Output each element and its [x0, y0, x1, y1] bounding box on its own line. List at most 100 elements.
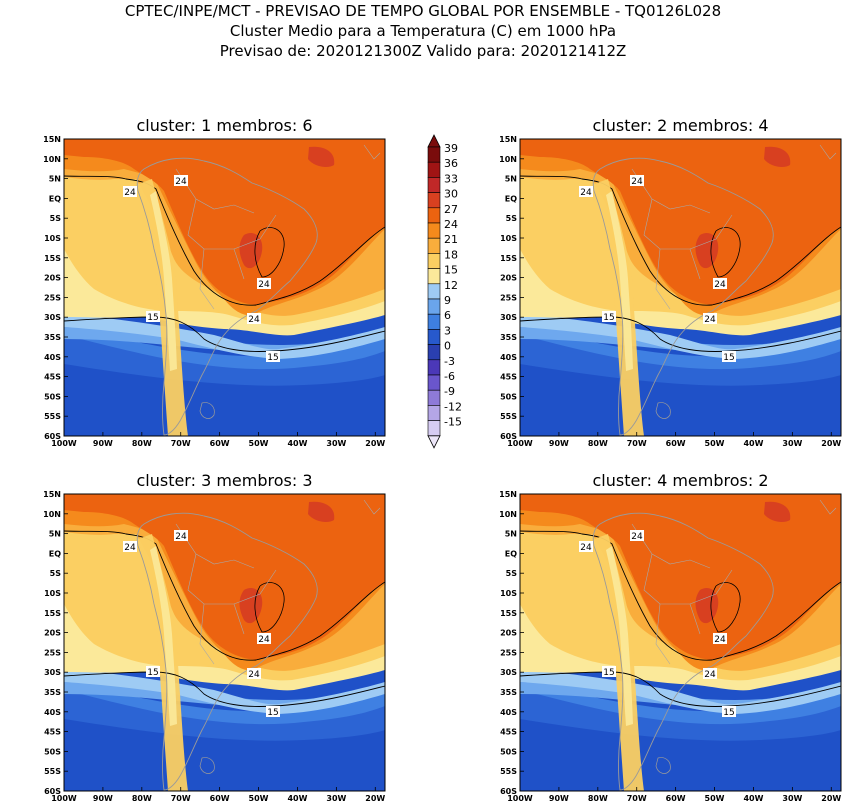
lat-tick-label: 50S [44, 392, 61, 401]
lat-tick-label: 20S [500, 629, 517, 638]
lat-tick-label: 60S [44, 787, 61, 796]
lat-tick-label: 40S [44, 353, 61, 362]
lon-tick-label: 40W [743, 794, 763, 803]
lon-tick-label: 100W [51, 439, 77, 448]
map-panel-4: cluster: 4 membros: 2 24 24 24 24 15 15 15N 10N 5… [499, 471, 841, 803]
lon-tick-label: 90W [549, 794, 569, 803]
lon-tick-label: 20W [365, 794, 385, 803]
lon-tick-label: 50W [249, 794, 269, 803]
lon-tick-label: 30W [326, 794, 346, 803]
svg-text:24: 24 [580, 188, 592, 198]
svg-text:24: 24 [124, 543, 136, 553]
lon-tick-label: 90W [549, 439, 569, 448]
svg-text:24: 24 [175, 532, 187, 542]
lat-tick-label: 35S [44, 333, 61, 342]
temperature-map [520, 139, 841, 436]
lat-tick-label: 30S [500, 668, 517, 677]
contour-label: 24 [713, 633, 727, 645]
lon-tick-label: 60W [666, 794, 686, 803]
svg-text:15: 15 [147, 313, 158, 323]
panel-title: cluster: 2 membros: 4 [592, 116, 768, 135]
svg-text:15: 15 [603, 313, 614, 323]
svg-text:15: 15 [603, 668, 614, 678]
contour-label: 15 [722, 706, 736, 718]
contour-label: 24 [703, 668, 717, 680]
lat-tick-label: EQ [505, 194, 517, 203]
colorbar-swatch [427, 329, 441, 345]
panel-title: cluster: 4 membros: 2 [592, 471, 768, 490]
header-subtitle: Cluster Medio para a Temperatura (C) em … [230, 22, 616, 40]
lat-tick-label: 25S [44, 293, 61, 302]
colorbar-label: 36 [444, 157, 458, 170]
lat-tick-label: 10S [500, 589, 517, 598]
lat-tick-label: 10N [499, 510, 517, 519]
colorbar-swatch [427, 405, 441, 421]
colorbar-label: 27 [444, 203, 458, 216]
lon-tick-label: 90W [93, 439, 113, 448]
lon-tick-label: 100W [51, 794, 77, 803]
temperature-map [520, 494, 841, 791]
contour-label: 15 [602, 311, 616, 323]
temperature-map [64, 139, 385, 436]
lat-tick-label: EQ [49, 549, 61, 558]
temperature-map [64, 494, 385, 791]
contour-label: 24 [257, 633, 271, 645]
lat-tick-label: 5N [505, 530, 517, 539]
colorbar-label: -3 [444, 355, 455, 368]
svg-text:15: 15 [267, 353, 278, 363]
lat-tick-label: 15S [500, 609, 517, 618]
contour-label: 15 [266, 351, 280, 363]
lat-tick-label: 5N [49, 175, 61, 184]
lat-tick-label: 15N [43, 135, 61, 144]
colorbar-swatch [427, 177, 441, 193]
lat-tick-label: 15S [44, 254, 61, 263]
colorbar-swatch [427, 268, 441, 285]
lon-tick-label: 30W [782, 794, 802, 803]
colorbar-swatch [427, 313, 441, 330]
svg-text:24: 24 [704, 315, 716, 325]
panels-layer: cluster: 1 membros: 6 24 24 24 24 15 15 15N 10N 5… [43, 116, 841, 803]
colorbar-swatch [427, 146, 441, 163]
colorbar-label: 24 [444, 218, 458, 231]
lat-tick-label: 60S [500, 787, 517, 796]
lon-tick-label: 60W [210, 794, 230, 803]
lon-tick-label: 30W [326, 439, 346, 448]
svg-text:15: 15 [267, 708, 278, 718]
header-dates: Previsao de: 2020121300Z Valido para: 20… [220, 42, 627, 60]
contour-label: 24 [257, 278, 271, 290]
svg-text:24: 24 [175, 177, 187, 187]
lon-tick-label: 80W [132, 794, 152, 803]
lat-tick-label: 60S [44, 432, 61, 441]
colorbar-label: -6 [444, 370, 455, 383]
lat-tick-label: EQ [49, 194, 61, 203]
lon-tick-label: 20W [365, 439, 385, 448]
lon-tick-label: 100W [507, 794, 533, 803]
colorbar-label: 0 [444, 340, 451, 353]
lat-tick-label: 25S [500, 293, 517, 302]
svg-text:15: 15 [147, 668, 158, 678]
lon-tick-label: 90W [93, 794, 113, 803]
colorbar-label: -15 [444, 416, 462, 429]
lat-tick-label: 15N [43, 490, 61, 499]
panel-title: cluster: 3 membros: 3 [136, 471, 312, 490]
svg-text:24: 24 [124, 188, 136, 198]
svg-text:24: 24 [704, 670, 716, 680]
colorbar-label: 9 [444, 294, 451, 307]
colorbar-label: -9 [444, 385, 455, 398]
lon-tick-label: 70W [171, 794, 191, 803]
lat-tick-label: 15S [44, 609, 61, 618]
lat-tick-label: 35S [500, 333, 517, 342]
svg-text:24: 24 [248, 315, 260, 325]
lat-tick-label: 5S [50, 569, 62, 578]
lon-tick-label: 40W [287, 439, 307, 448]
contour-label: 24 [703, 313, 717, 325]
contour-label: 24 [713, 278, 727, 290]
colorbar-swatch [427, 283, 441, 300]
colorbar-label: 39 [444, 142, 458, 155]
contour-label: 15 [146, 311, 160, 323]
contour-label: 15 [266, 706, 280, 718]
lat-tick-label: 5N [49, 530, 61, 539]
colorbar-top-arrow [427, 134, 441, 148]
